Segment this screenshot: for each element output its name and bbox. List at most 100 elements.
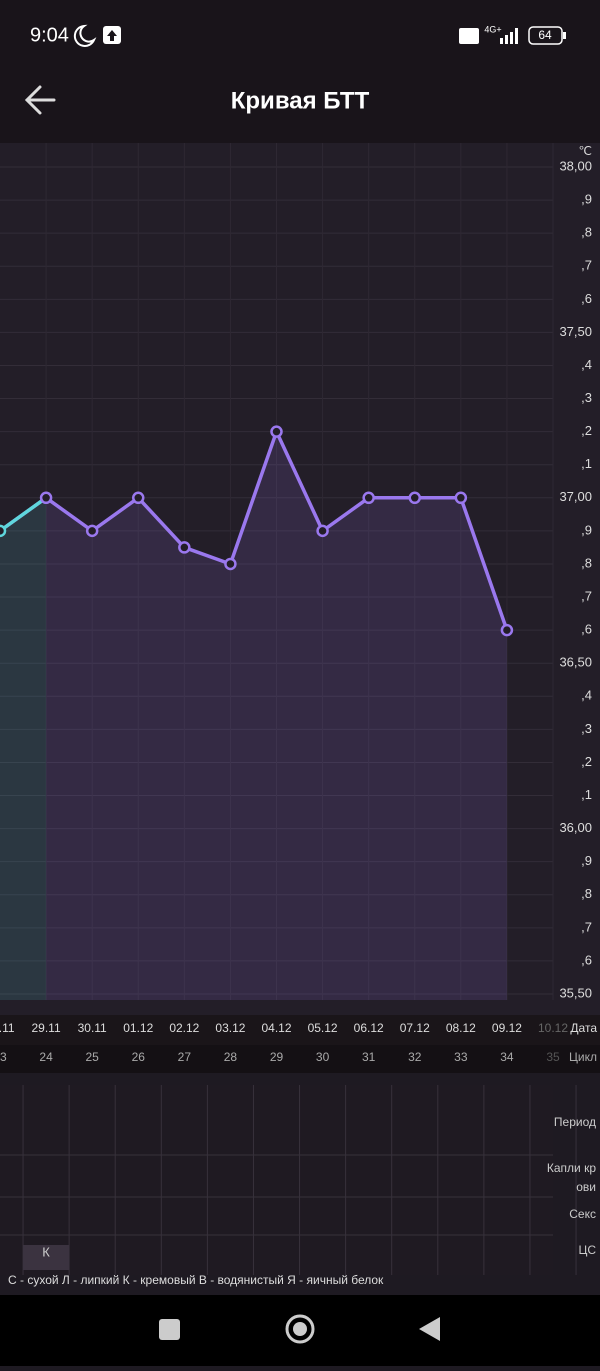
network-type: 4G+: [484, 24, 501, 34]
point: [316, 524, 329, 538]
y-tick-label: ,3: [581, 721, 592, 736]
screen-title: Кривая БТТ: [231, 87, 370, 114]
home-button-dot: [293, 1322, 307, 1336]
x-tick-label: 04.12: [261, 1021, 291, 1035]
y-tick-label: ,7: [581, 919, 592, 934]
x-tick-label: 29.11: [32, 1021, 61, 1035]
y-tick-label: 38,00: [559, 158, 592, 173]
recent-apps-button[interactable]: [159, 1319, 180, 1340]
battery-outline: [528, 26, 563, 45]
row-label: Капли кр ови: [547, 1161, 596, 1194]
y-tick-label: ,2: [581, 754, 592, 769]
y-tick-label: ,8: [581, 886, 592, 901]
cycle-day-label: 27: [178, 1050, 192, 1064]
chart-area: [0, 143, 600, 1015]
series-line-first-segment: [0, 496, 48, 533]
y-tick-label: ,1: [581, 456, 592, 471]
y-tick-label: ,9: [581, 192, 592, 207]
x-tick-label: 30.11: [78, 1021, 107, 1035]
y-unit: ℃: [579, 144, 592, 158]
point: [408, 491, 421, 505]
y-tick-label: ,1: [581, 787, 592, 802]
x-tick-label: 08.12: [446, 1021, 476, 1035]
x-tick-label: 10.12: [538, 1021, 568, 1035]
marks-grid: [0, 1085, 553, 1275]
point: [362, 491, 375, 505]
cycle-day-label: 23: [0, 1050, 7, 1064]
y-tick-label: 36,00: [559, 820, 592, 835]
back-nav-button[interactable]: [419, 1317, 440, 1341]
cycle-day-label: 33: [454, 1050, 468, 1064]
cycle-day-label: 29: [270, 1050, 284, 1064]
series-line: [0, 429, 509, 631]
cs-mark: К: [42, 1244, 50, 1259]
cycle-day-label: 31: [362, 1050, 376, 1064]
cycle-day-label: 30: [316, 1050, 330, 1064]
status-time: 9:04: [30, 24, 69, 46]
row-label: Секс: [569, 1207, 596, 1221]
y-tick-label: ,7: [581, 258, 592, 273]
row-label: ЦС: [578, 1243, 596, 1257]
signal-icon: [500, 28, 518, 44]
y-tick-label: ,6: [581, 952, 592, 967]
cycle-day-label: 24: [39, 1050, 53, 1064]
chart-layer: 35,50 ,6 ,7 ,8 ,9 36,00 ,1 ,2 ,3 ,4 36,50 ,6 ,7 ,8 ,9 3…: [0, 143, 592, 1000]
point: [39, 491, 53, 505]
row-label: Период: [554, 1115, 596, 1129]
cycle-day-label: 34: [500, 1050, 514, 1064]
cs-legend: С - сухой Л - липкий К - кремовый В - во…: [8, 1273, 384, 1287]
x-tick-label: 09.12: [492, 1021, 522, 1035]
y-tick-label: ,8: [581, 225, 592, 240]
cycle-day-label: 25: [85, 1050, 99, 1064]
point: [85, 524, 99, 538]
row-label-line: ови: [576, 1180, 596, 1194]
y-tick-label: ,4: [581, 688, 592, 703]
x-tick-label: 06.12: [354, 1021, 384, 1035]
y-tick-label: ,3: [581, 390, 592, 405]
y-tick-label: 37,50: [559, 324, 592, 339]
cs-mark-box: [23, 1245, 70, 1270]
top-bar: [0, 0, 600, 143]
y-tick-label: 37,00: [559, 489, 592, 504]
point: [0, 524, 7, 538]
y-tick-label: 35,50: [559, 985, 592, 1000]
point: [500, 623, 514, 637]
cycle-day-label: 26: [132, 1050, 146, 1064]
y-tick-label: ,8: [581, 555, 592, 570]
x-tick-label: 03.12: [215, 1021, 245, 1035]
volte-icon: [459, 28, 479, 44]
y-tick-label: ,9: [581, 853, 592, 868]
y-tick-label: ,9: [581, 522, 592, 537]
cycle-day-label: 35: [546, 1050, 560, 1064]
x-tick-label: 07.12: [400, 1021, 430, 1035]
moon-icon: [73, 24, 97, 47]
y-tick-label: ,2: [581, 423, 592, 438]
point: [132, 491, 145, 505]
home-button[interactable]: [285, 1314, 315, 1344]
y-tick-label: ,7: [581, 588, 592, 603]
y-tick-label: ,6: [581, 622, 592, 637]
x-tick-label: 01.12: [123, 1021, 153, 1035]
battery-tip: [563, 32, 566, 39]
upload-arrow: [107, 30, 117, 41]
cycle-day-label: 32: [408, 1050, 422, 1064]
back-button[interactable]: [24, 85, 56, 115]
cycle-row-label: Цикл: [569, 1050, 597, 1064]
point: [178, 541, 191, 554]
point: [270, 425, 283, 438]
cycle-row: [0, 1045, 600, 1073]
x-tick-label: 05.12: [308, 1021, 338, 1035]
series-area: [0, 497, 47, 1000]
cycle-day-label: 28: [224, 1050, 238, 1064]
y-tick-label: ,6: [581, 291, 592, 306]
date-row: [0, 1015, 600, 1045]
series-area: [46, 431, 507, 1000]
point: [454, 491, 468, 505]
x-tick-label: 02.12: [169, 1021, 199, 1035]
y-tick-label: ,4: [581, 357, 592, 372]
row-label-line: Капли кр: [547, 1161, 596, 1175]
x-tick-label: 28.11: [0, 1021, 15, 1035]
date-row-label: Дата: [570, 1021, 597, 1035]
